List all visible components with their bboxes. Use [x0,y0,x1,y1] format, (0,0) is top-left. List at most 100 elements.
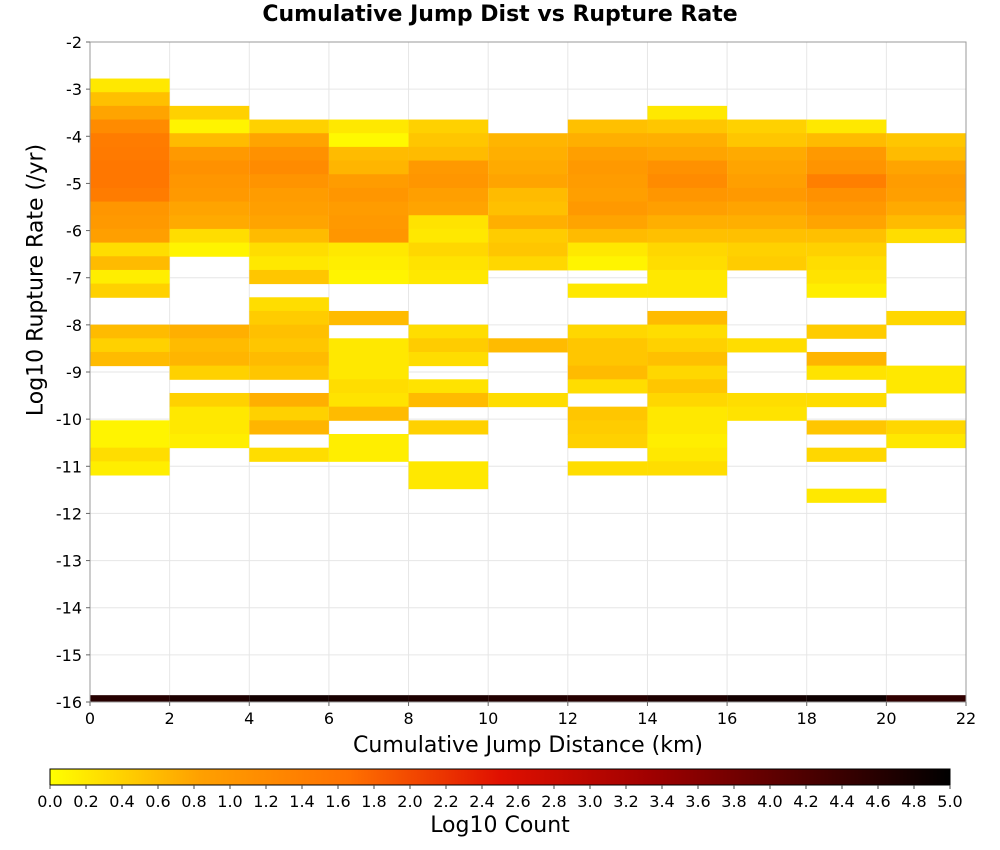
heatmap-cell [567,256,648,271]
heatmap-cell [488,242,568,257]
heatmap-cell [328,351,409,367]
heatmap-cell [249,297,329,312]
heatmap-cell [169,420,250,435]
heatmap-cell [249,447,329,462]
heatmap-cell [408,695,489,702]
heatmap-cell [408,392,489,408]
heatmap-cell [169,160,250,175]
heatmap-cell [567,146,648,162]
heatmap-cell [169,215,250,230]
y-axis-label: Log10 Rupture Rate (/yr) [23,143,49,417]
heatmap-cell [488,256,568,271]
heatmap-cell [249,133,329,148]
heatmap-cell [408,215,489,230]
heatmap-cell [488,228,568,244]
heatmap-cell [567,228,648,244]
heatmap-cell [727,695,807,702]
heatmap-cell [647,324,728,339]
heatmap-cell [886,174,966,189]
heatmap-cell [886,695,966,702]
heatmap-cell [806,447,887,462]
heatmap-cell [806,392,887,408]
heatmap-cell [169,187,250,203]
heatmap-cell [408,338,489,353]
colorbar-label: Log10 Count [430,813,570,838]
heatmap-cell [249,201,329,216]
heatmap-cell [806,365,887,380]
heatmap-cell [567,433,648,449]
heatmap-cell [806,488,887,503]
heatmap-cell [90,447,170,462]
colorbar-tick-label: 3.8 [721,792,746,811]
heatmap-cell [647,420,728,435]
heatmap-cell [408,228,489,244]
heatmap-cell [886,228,966,244]
heatmap-cell [567,133,648,148]
heatmap-cell [408,119,489,134]
heatmap-cell [727,146,807,162]
heatmap-cell [249,215,329,230]
heatmap-cell [567,201,648,216]
heatmap-cell [249,392,329,408]
colorbar-tick-label: 4.2 [793,792,818,811]
heatmap-cell [249,187,329,203]
heatmap-cell [328,119,409,134]
heatmap-cell [647,447,728,462]
colorbar-tick-label: 4.6 [865,792,890,811]
heatmap-cell [727,215,807,230]
heatmap-cell [567,160,648,175]
heatmap-cell [90,242,170,257]
heatmap-cell [886,187,966,203]
heatmap-cell [169,433,250,449]
heatmap-cell [249,310,329,326]
colorbar-tick-label: 1.2 [253,792,278,811]
heatmap-cell [408,256,489,271]
heatmap-cell [249,324,329,339]
heatmap-cell [328,406,409,421]
heatmap-cell [886,215,966,230]
heatmap-cell [727,119,807,134]
heatmap-cell [249,338,329,353]
heatmap-cell [408,379,489,394]
heatmap-cell [567,365,648,380]
heatmap-cell [488,146,568,162]
heatmap-cell [567,215,648,230]
heatmap-cell [567,119,648,134]
heatmap-cell [886,146,966,162]
heatmap-cell [567,351,648,367]
colorbar-tick-label: 0.8 [181,792,206,811]
heatmap-cell [647,406,728,421]
colorbar-tick-label: 0.2 [73,792,98,811]
heatmap-cell [647,379,728,394]
y-tick-label: -6 [66,222,82,241]
colorbar-tick-label: 3.4 [649,792,674,811]
heatmap-cell [488,160,568,175]
heatmap-cell [90,461,170,476]
heatmap-cell [328,187,409,203]
heatmap-cell [727,392,807,408]
x-axis-label: Cumulative Jump Distance (km) [353,733,703,758]
heatmap-cell [647,228,728,244]
heatmap-cell [806,242,887,257]
heatmap-cell [886,365,966,380]
heatmap-cell [408,475,489,490]
heatmap-cell [408,351,489,367]
heatmap-cell [567,174,648,189]
heatmap-cell [169,392,250,408]
heatmap-cell [647,256,728,271]
heatmap-cell [408,269,489,285]
heatmap-cell [806,420,887,435]
heatmap-cell [90,420,170,435]
heatmap-cell [806,160,887,175]
heatmap-cell [328,379,409,394]
heatmap-cell [249,351,329,367]
heatmap-cell [169,695,250,702]
y-tick-label: -11 [56,457,82,476]
heatmap-cell [647,461,728,476]
y-tick-label: -15 [56,646,82,665]
heatmap-cell [806,256,887,271]
heatmap-cell [328,242,409,257]
colorbar-tick-label: 0.4 [109,792,134,811]
heatmap-cell [727,256,807,271]
x-tick-label: 12 [558,709,578,728]
